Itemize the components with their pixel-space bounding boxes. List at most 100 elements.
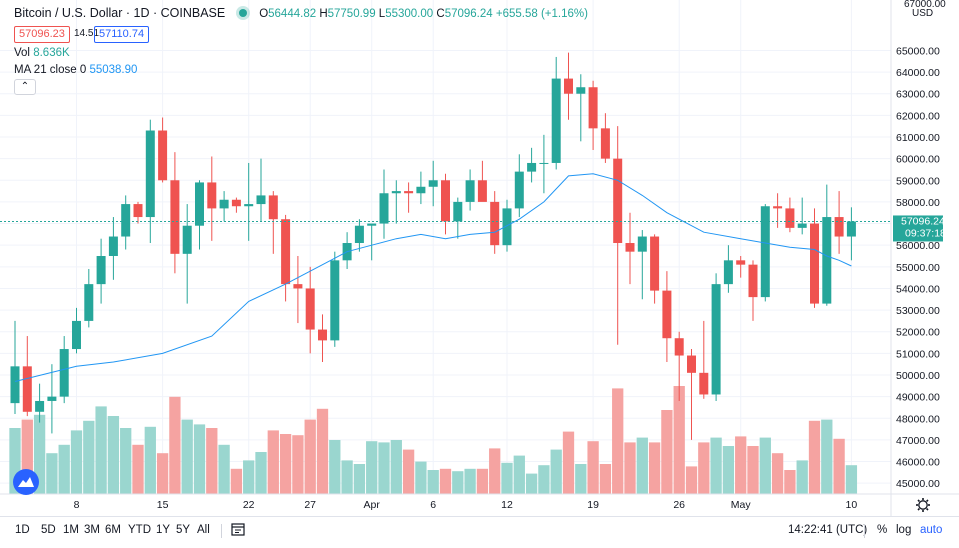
volume-bar bbox=[747, 446, 759, 494]
ohlc-values: O56444.82 H57750.99 L55300.00 C57096.24 … bbox=[259, 8, 588, 20]
volume-bar bbox=[304, 419, 316, 494]
range-1d-button[interactable]: 1D bbox=[15, 524, 30, 536]
date-range-icon[interactable] bbox=[231, 522, 245, 539]
range-6m-button[interactable]: 6M bbox=[105, 524, 121, 536]
volume-bar bbox=[759, 437, 771, 494]
candle-body bbox=[687, 355, 696, 373]
candle-body bbox=[637, 236, 647, 252]
volume-value: 8.636K bbox=[33, 47, 70, 59]
toolbar-divider bbox=[864, 524, 865, 538]
time-axis[interactable]: 8 15 22 27 Apr 6 12 19 26 May 10 bbox=[74, 499, 858, 511]
bar-countdown: 09:37:18 bbox=[905, 227, 946, 239]
candle-body bbox=[588, 87, 598, 129]
bottom-toolbar: 1D 5D 1M 3M 6M YTD 1Y 5Y All 14:22:41 (U… bbox=[0, 516, 959, 545]
volume-bar bbox=[612, 388, 624, 494]
price-tick-label: 49000.00 bbox=[896, 392, 940, 404]
candle-body bbox=[244, 204, 254, 207]
price-chart[interactable]: 45000.00 46000.00 47000.00 48000.00 49000.00… bbox=[0, 0, 959, 516]
price-tick-label: 52000.00 bbox=[896, 327, 940, 339]
auto-scale-toggle[interactable]: auto bbox=[920, 524, 943, 536]
symbol-name[interactable]: Bitcoin / U.S. Dollar bbox=[14, 6, 123, 20]
candle-body bbox=[564, 78, 573, 94]
sell-price-button[interactable]: 57096.23 bbox=[14, 26, 70, 43]
time-tick-label: May bbox=[731, 499, 752, 511]
volume-bar bbox=[735, 436, 747, 494]
price-tick-label: 45000.00 bbox=[896, 478, 940, 490]
candle-body bbox=[723, 260, 733, 285]
collapse-legend-button[interactable]: ⌃ bbox=[14, 79, 36, 95]
candle-body bbox=[108, 236, 118, 256]
volume-bar bbox=[120, 428, 132, 494]
candle-body bbox=[773, 206, 783, 209]
price-tick-label: 48000.00 bbox=[896, 413, 940, 425]
candle-body bbox=[96, 256, 106, 285]
volume-bar bbox=[316, 408, 329, 494]
candle-body bbox=[736, 260, 746, 265]
candle-body bbox=[441, 180, 450, 222]
last-price-value: 57096.24 bbox=[901, 215, 945, 227]
candle-body bbox=[158, 130, 168, 181]
log-scale-toggle[interactable]: log bbox=[896, 524, 912, 536]
interval-label[interactable]: 1D bbox=[133, 6, 150, 20]
volume-bar bbox=[513, 455, 525, 494]
price-tick-label: 63000.00 bbox=[896, 89, 940, 101]
price-axis[interactable]: 45000.00 46000.00 47000.00 48000.00 49000.00… bbox=[896, 45, 940, 490]
candle-body bbox=[170, 180, 180, 254]
candle-body bbox=[576, 87, 586, 94]
candle-body bbox=[465, 180, 475, 202]
candle-body bbox=[268, 195, 278, 220]
volume-bar bbox=[636, 437, 648, 494]
candle-body bbox=[207, 182, 217, 209]
price-tick-label: 58000.00 bbox=[896, 197, 940, 209]
volume-bar bbox=[845, 465, 858, 494]
time-tick-label: 15 bbox=[157, 499, 169, 511]
change-value: +655.58 (+1.16%) bbox=[495, 8, 588, 20]
volume-bar bbox=[366, 441, 378, 494]
chart-settings-icon[interactable] bbox=[916, 498, 930, 512]
symbol-header[interactable]: Bitcoin / U.S. Dollar · 1D · COINBASE O5… bbox=[14, 6, 588, 20]
volume-bar bbox=[156, 453, 169, 494]
range-all-button[interactable]: All bbox=[197, 524, 210, 536]
range-5y-button[interactable]: 5Y bbox=[176, 524, 191, 536]
volume-bar bbox=[710, 437, 722, 494]
candle-body bbox=[613, 158, 623, 244]
percent-scale-toggle[interactable]: % bbox=[877, 524, 888, 536]
volume-bar bbox=[685, 466, 698, 494]
volume-bar bbox=[107, 416, 120, 494]
candle-body bbox=[293, 284, 303, 289]
range-1y-button[interactable]: 1Y bbox=[156, 524, 171, 536]
price-tick-label: 65000.00 bbox=[896, 45, 940, 57]
volume-bar bbox=[587, 441, 599, 494]
time-tick-label: Apr bbox=[364, 499, 381, 511]
volume-bar bbox=[722, 446, 735, 494]
volume-bar bbox=[489, 448, 501, 494]
range-5d-button[interactable]: 5D bbox=[41, 524, 56, 536]
candle-body bbox=[650, 236, 660, 291]
candle-body bbox=[47, 396, 57, 401]
tradingview-logo-icon[interactable] bbox=[13, 469, 39, 495]
volume-bar bbox=[661, 410, 673, 494]
time-tick-label: 27 bbox=[304, 499, 316, 511]
toolbar-divider bbox=[221, 524, 222, 538]
volume-bar bbox=[132, 444, 144, 494]
price-tick-label: 46000.00 bbox=[896, 457, 940, 469]
volume-bar bbox=[501, 462, 513, 494]
range-ytd-button[interactable]: YTD bbox=[128, 524, 151, 536]
volume-bar bbox=[46, 453, 58, 494]
price-tick-label: 55000.00 bbox=[896, 262, 940, 274]
range-3m-button[interactable]: 3M bbox=[84, 524, 100, 536]
price-tick-label: 54000.00 bbox=[896, 283, 940, 295]
ma-indicator-legend[interactable]: MA 21 close 0 55038.90 bbox=[14, 64, 138, 76]
volume-bar bbox=[83, 420, 95, 494]
range-1m-button[interactable]: 1M bbox=[63, 524, 79, 536]
price-tick-label: 60000.00 bbox=[896, 154, 940, 166]
volume-bar bbox=[279, 434, 292, 494]
volume-bar bbox=[292, 435, 304, 494]
volume-bar bbox=[353, 464, 366, 494]
volume-bar bbox=[243, 460, 255, 494]
clock-time[interactable]: 14:22:41 (UTC) bbox=[788, 524, 868, 536]
candle-body bbox=[674, 338, 684, 356]
buy-price-button[interactable]: 57110.74 bbox=[94, 26, 150, 43]
volume-indicator-legend[interactable]: Vol 8.636K bbox=[14, 47, 70, 59]
volume-bar bbox=[255, 452, 267, 494]
